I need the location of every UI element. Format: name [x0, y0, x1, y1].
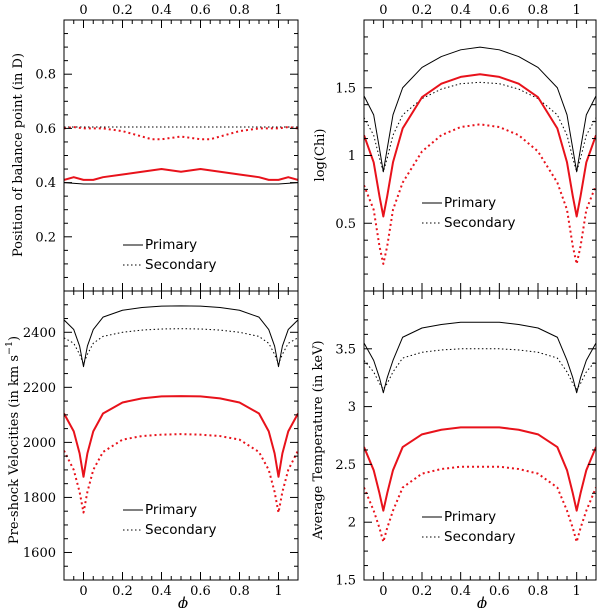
chart-temperature-legend: Primary Secondary: [422, 509, 516, 545]
chart-velocity-legend-primary-label: Primary: [145, 502, 197, 518]
chart-chi-xtick-label: 1: [573, 3, 581, 18]
chart-chi-ytick-label: 1: [348, 149, 356, 164]
chart-velocity-xtick-label: 0.4: [151, 584, 172, 599]
chart-velocity: 0 0.2 0.4 0.6 0.8 1 ϕ 1600 1800 2000 2200 2400Pre-s…: [4, 290, 299, 608]
chart-balance-series-red-dotted: [64, 126, 298, 141]
chart-temperature-ylabel: Average Temperature (in keV): [311, 340, 326, 540]
chart-chi-ytick-label: 0.5: [335, 217, 356, 232]
chart-velocity-xtick-label: 1: [274, 584, 282, 599]
chart-velocity-series-red-dotted: [64, 433, 298, 514]
chart-chi-xtick-label: 0.8: [528, 3, 549, 18]
chart-velocity-xtick-label: 0.6: [190, 584, 211, 599]
chart-balance-legend: Primary Secondary: [123, 237, 217, 273]
chart-temperature-ytick-label: 2.5: [335, 458, 356, 473]
chart-chi: 0 0.2 0.4 0.6 0.8 1 0.5 1 1.5 log(Chi) Primary Seco…: [313, 3, 597, 292]
chart-velocity-ytick-label: 1600: [23, 546, 56, 561]
chart-temperature-ytick-label: 1.5: [335, 574, 356, 589]
chart-velocity-series-red-solid: [64, 395, 298, 478]
chart-temperature: 0 0.2 0.4 0.6 0.8 1 ϕ 1.5 2 2.5 3 3.5 Average Temper…: [311, 290, 597, 608]
chart-chi-frame: [363, 19, 597, 292]
chart-balance-ylabel: Position of balance point (in D): [11, 53, 26, 257]
chart-temperature-xlabel: ϕ: [477, 594, 487, 608]
chart-balance-ytick-label: 0.2: [35, 230, 56, 245]
chart-chi-legend-secondary-label: Secondary: [444, 215, 516, 231]
chart-balance-xtick-label: 0.2: [112, 3, 133, 18]
chart-balance-xtick-label: 0.8: [229, 3, 250, 18]
chart-temperature-xtick-label: 0.8: [528, 584, 549, 599]
chart-balance-xtick-label: 1: [274, 3, 282, 18]
chart-chi-xtick-label: 0.4: [450, 3, 471, 18]
chart-temperature-xtick-label: 1: [573, 584, 581, 599]
chart-balance-xtick-label: 0: [79, 3, 87, 18]
chart-balance-legend-primary-label: Primary: [145, 237, 197, 253]
chart-chi-ylabel: log(Chi): [313, 129, 328, 182]
chart-temperature-ytick-label: 2: [348, 516, 356, 531]
chart-chi-legend-primary-label: Primary: [444, 195, 496, 211]
chart-balance-ytick-label: 0.8: [35, 68, 56, 83]
chart-temperature-ytick-label: 3: [348, 400, 356, 415]
chart-temperature-series-black-solid: [364, 321, 596, 394]
chart-chi-series-group: [364, 46, 596, 265]
chart-temperature-xtick-label: 0.6: [489, 584, 510, 599]
chart-chi-ytick-label: 1.5: [335, 81, 356, 96]
chart-balance-ytick-label: 0.4: [35, 176, 56, 191]
chart-temperature-legend-primary-label: Primary: [444, 509, 496, 525]
chart-velocity-series-black-solid: [64, 305, 298, 368]
chart-temperature-xtick-label: 0.4: [450, 584, 471, 599]
chart-balance-legend-secondary-label: Secondary: [145, 257, 217, 273]
chart-balance-ytick-label: 0.6: [35, 122, 56, 137]
chart-chi-xtick-label: 0.6: [489, 3, 510, 18]
chart-velocity-ytick-label: 2000: [23, 436, 56, 451]
chart-velocity-legend-secondary-label: Secondary: [145, 522, 217, 538]
chart-balance-xtick-label: 0.4: [151, 3, 172, 18]
chart-temperature-xtick-label: 0: [379, 584, 387, 599]
chart-velocity-ytick-label: 2200: [23, 381, 56, 396]
chart-velocity-ylabel: Pre-shock Velocities (in km s−1): [4, 336, 22, 544]
chart-temperature-legend-secondary-label: Secondary: [444, 529, 516, 545]
chart-temperature-xtick-label: 0.2: [412, 584, 433, 599]
chart-velocity-series-black-dotted: [64, 328, 298, 365]
chart-velocity-ytick-label: 1800: [23, 491, 56, 506]
chart-balance-series-black-solid: [64, 182, 298, 185]
chart-balance-xtick-label: 0.6: [190, 3, 211, 18]
chart-temperature-series-red-solid: [364, 426, 596, 512]
chart-chi-legend: Primary Secondary: [422, 195, 516, 231]
chart-temperature-ytick-label: 3.5: [335, 342, 356, 357]
chart-velocity-xtick-label: 0.8: [229, 584, 250, 599]
chart-chi-series-red-solid: [364, 73, 596, 218]
chart-chi-series-black-solid: [364, 46, 596, 173]
chart-velocity-legend: Primary Secondary: [123, 502, 217, 538]
chart-chi-xtick-label: 0.2: [412, 3, 433, 18]
chart-chi-series-black-dotted: [364, 81, 596, 173]
chart-velocity-ytick-label: 2400: [23, 326, 56, 341]
chart-velocity-xlabel: ϕ: [178, 594, 188, 608]
chart-velocity-series-group: [64, 305, 298, 514]
chart-chi-xtick-label: 0: [379, 3, 387, 18]
chart-balance: 0 0.2 0.4 0.6 0.8 1 0.2 0.4 0.6 0.8 Position of ba…: [11, 3, 299, 292]
chart-velocity-xtick-label: 0: [79, 584, 87, 599]
chart-velocity-xtick-label: 0.2: [112, 584, 133, 599]
chart-temperature-series-group: [364, 321, 596, 543]
chart-balance-series-group: [64, 126, 298, 185]
chart-balance-series-red-solid: [64, 168, 298, 181]
chart-temperature-series-black-dotted: [364, 348, 596, 390]
